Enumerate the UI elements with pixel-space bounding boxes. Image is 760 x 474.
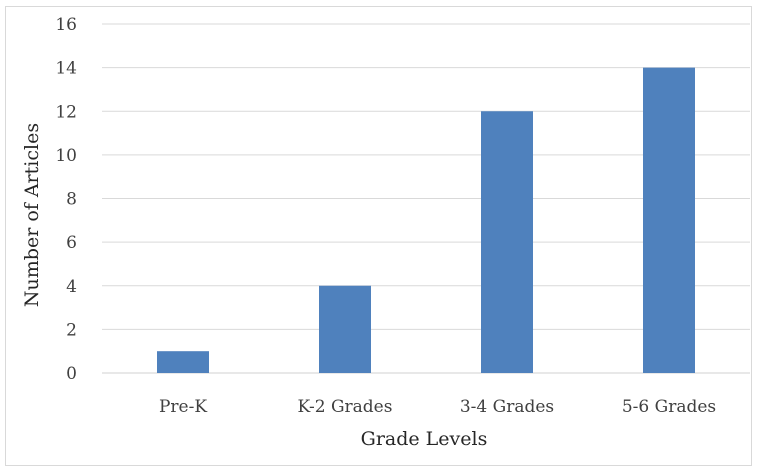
bar-5-6-grades: [643, 67, 695, 373]
x-tick-label: 5-6 Grades: [622, 397, 716, 417]
bars: [157, 67, 695, 373]
y-tick-label: 8: [66, 190, 77, 210]
bar-3-4-grades: [481, 111, 533, 373]
y-tick-label: 16: [55, 15, 77, 35]
x-tick-label: Pre-K: [159, 397, 207, 417]
x-tick-label: K-2 Grades: [298, 397, 393, 417]
y-tick-label: 14: [55, 59, 77, 79]
bar-k-2-grades: [319, 285, 371, 373]
y-axis-ticks: 0 2 4 6 8 10 12 14 16: [55, 15, 77, 384]
y-tick-label: 6: [66, 233, 77, 253]
y-tick-label: 2: [66, 320, 77, 340]
x-axis-ticks: Pre-K K-2 Grades 3-4 Grades 5-6 Grades: [159, 397, 716, 417]
chart-area: [5, 6, 752, 466]
y-axis-title: Number of Articles: [21, 123, 43, 307]
y-tick-label: 12: [55, 102, 77, 122]
y-tick-label: 10: [55, 146, 77, 166]
x-tick-label: 3-4 Grades: [460, 397, 554, 417]
y-tick-label: 4: [66, 277, 77, 297]
gridlines: [102, 23, 750, 374]
x-axis-title: Grade Levels: [361, 428, 488, 450]
y-tick-label: 0: [66, 364, 77, 384]
bar-pre-k: [157, 351, 209, 373]
